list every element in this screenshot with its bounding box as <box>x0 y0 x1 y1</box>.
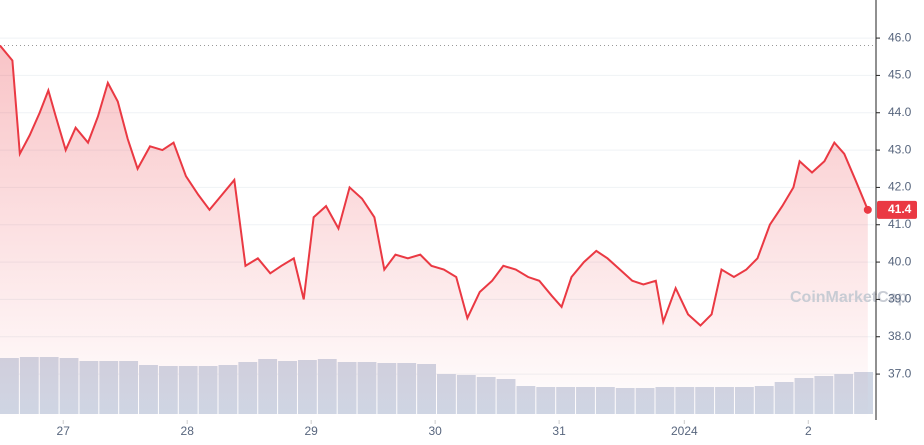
price-line <box>0 44 869 327</box>
y-tick-label: 45.0 <box>888 68 912 82</box>
y-tick-label: 42.0 <box>888 180 912 194</box>
x-tick-label: 2024 <box>671 424 698 438</box>
y-tick-label: 40.0 <box>888 254 912 268</box>
last-point <box>863 205 872 214</box>
price-badge <box>877 200 917 219</box>
x-tick-label: 28 <box>181 424 195 438</box>
y-tick-label: 44.0 <box>888 105 912 119</box>
x-tick-label: 2 <box>805 424 812 438</box>
x-tick-label: 30 <box>428 424 442 438</box>
y-tick-label: 46.0 <box>888 30 912 44</box>
area <box>0 45 868 421</box>
price-label: 41.4 <box>888 202 912 216</box>
y-tick-label: 37.0 <box>888 366 912 380</box>
y-tick-label: 39.0 <box>888 292 912 306</box>
y-tick-label: 38.0 <box>888 329 912 343</box>
x-tick-label: 27 <box>57 424 71 438</box>
watermark: CoinMarketCap <box>790 289 908 306</box>
x-tick-label: 31 <box>552 424 566 438</box>
y-tick-label: 41.0 <box>888 217 912 231</box>
x-tick-label: 29 <box>304 424 318 438</box>
y-tick-label: 43.0 <box>888 142 912 156</box>
